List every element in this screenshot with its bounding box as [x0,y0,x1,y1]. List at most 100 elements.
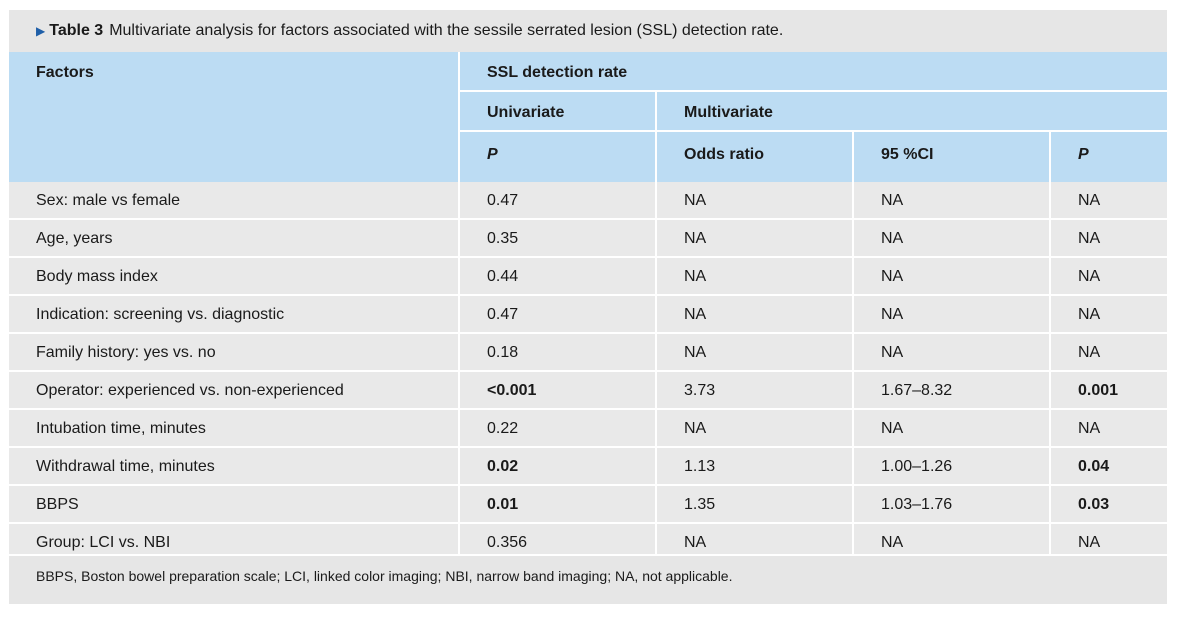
cell-odds-ratio: NA [684,344,707,361]
cell-p-univariate: 0.01 [487,496,519,513]
cell-p-multivariate: 0.001 [1078,382,1119,399]
cell-factor: Age, years [36,230,113,247]
cell-factor: Group: LCI vs. NBI [36,534,171,551]
table-row: Indication: screening vs. diagnostic 0.47… [9,296,1167,332]
column-divider [852,410,854,446]
header-p-multivariate: P [1051,132,1167,182]
cell-95ci: NA [881,306,904,323]
column-divider [1049,372,1051,408]
column-divider [1049,524,1051,560]
cell-factor: BBPS [36,496,79,513]
cell-p-univariate: 0.47 [487,306,519,323]
column-divider [655,372,657,408]
column-divider [655,448,657,484]
cell-factor: Body mass index [36,268,158,285]
triangle-marker-icon: ▶ [36,24,46,38]
column-divider [1049,448,1051,484]
column-divider [655,486,657,522]
table-row: Intubation time, minutes 0.22 NA NA NA [9,410,1167,446]
cell-p-univariate: 0.18 [487,344,519,361]
table-row: Operator: experienced vs. non-experience… [9,372,1167,408]
cell-95ci: NA [881,230,904,247]
column-divider [458,334,460,370]
cell-95ci: 1.00–1.26 [881,458,953,475]
column-divider [458,410,460,446]
table-footnote: BBPS, Boston bowel preparation scale; LC… [9,554,1167,604]
header-p-univariate: P [460,132,655,182]
cell-p-multivariate: NA [1078,344,1101,361]
cell-odds-ratio: NA [684,230,707,247]
cell-odds-ratio: NA [684,534,707,551]
cell-factor: Sex: male vs female [36,192,181,209]
table-body: Sex: male vs female 0.47 NA NA NA Age, years 0… [9,182,1167,560]
cell-p-multivariate: NA [1078,534,1101,551]
column-divider [1049,486,1051,522]
table-row: BBPS 0.01 1.35 1.03–1.76 0.03 [9,486,1167,522]
cell-p-multivariate: NA [1078,230,1101,247]
cell-factor: Indication: screening vs. diagnostic [36,306,285,323]
column-divider [852,448,854,484]
cell-odds-ratio: 3.73 [684,382,716,399]
column-divider [1049,334,1051,370]
table-label: Table 3 [49,22,104,39]
column-divider [458,448,460,484]
table-row: Withdrawal time, minutes 0.02 1.13 1.00–1.2… [9,448,1167,484]
caption-text: Multivariate analysis for factors associ… [109,22,784,39]
column-divider [655,182,657,218]
column-divider [655,334,657,370]
cell-p-univariate: <0.001 [487,382,537,399]
cell-p-multivariate: 0.04 [1078,458,1110,475]
cell-95ci: NA [881,534,904,551]
cell-odds-ratio: NA [684,268,707,285]
cell-p-multivariate: NA [1078,420,1101,437]
column-divider [458,372,460,408]
results-table: ▶ Table 3 Multivariate analysis for factor… [9,10,1167,604]
table-header: Factors SSL detection rate Univariate Mu… [9,52,1167,182]
column-divider [852,372,854,408]
column-divider [852,296,854,332]
cell-p-univariate: 0.35 [487,230,519,247]
header-factors: Factors [9,52,458,182]
cell-factor: Family history: yes vs. no [36,344,216,361]
column-divider [852,182,854,218]
cell-95ci: NA [881,268,904,285]
cell-odds-ratio: NA [684,306,707,323]
table-row: Age, years 0.35 NA NA NA [9,220,1167,256]
cell-p-multivariate: NA [1078,306,1101,323]
cell-p-univariate: 0.47 [487,192,519,209]
column-divider [655,258,657,294]
cell-odds-ratio: NA [684,420,707,437]
column-divider [852,486,854,522]
column-divider [852,220,854,256]
cell-p-multivariate: 0.03 [1078,496,1110,513]
column-divider [655,220,657,256]
cell-p-univariate: 0.02 [487,458,519,475]
column-divider [458,220,460,256]
cell-factor: Intubation time, minutes [36,420,206,437]
table-row: Body mass index 0.44 NA NA NA [9,258,1167,294]
cell-odds-ratio: 1.35 [684,496,716,513]
column-divider [458,524,460,560]
column-divider [655,296,657,332]
column-divider [852,334,854,370]
header-ssl-detection-rate: SSL detection rate [460,52,1167,90]
header-odds-ratio: Odds ratio [657,132,852,182]
column-divider [458,182,460,218]
cell-95ci: 1.03–1.76 [881,496,953,513]
column-divider [1049,220,1051,256]
cell-odds-ratio: NA [684,192,707,209]
column-divider [458,258,460,294]
column-divider [655,410,657,446]
header-univariate: Univariate [460,92,655,130]
column-divider [655,524,657,560]
cell-p-multivariate: NA [1078,268,1101,285]
table-row: Family history: yes vs. no 0.18 NA NA NA [9,334,1167,370]
column-divider [458,486,460,522]
header-multivariate: Multivariate [657,92,1167,130]
cell-95ci: NA [881,344,904,361]
cell-p-univariate: 0.356 [487,534,528,551]
table-row: Sex: male vs female 0.47 NA NA NA [9,182,1167,218]
cell-95ci: NA [881,192,904,209]
cell-p-multivariate: NA [1078,192,1101,209]
cell-p-univariate: 0.44 [487,268,519,285]
